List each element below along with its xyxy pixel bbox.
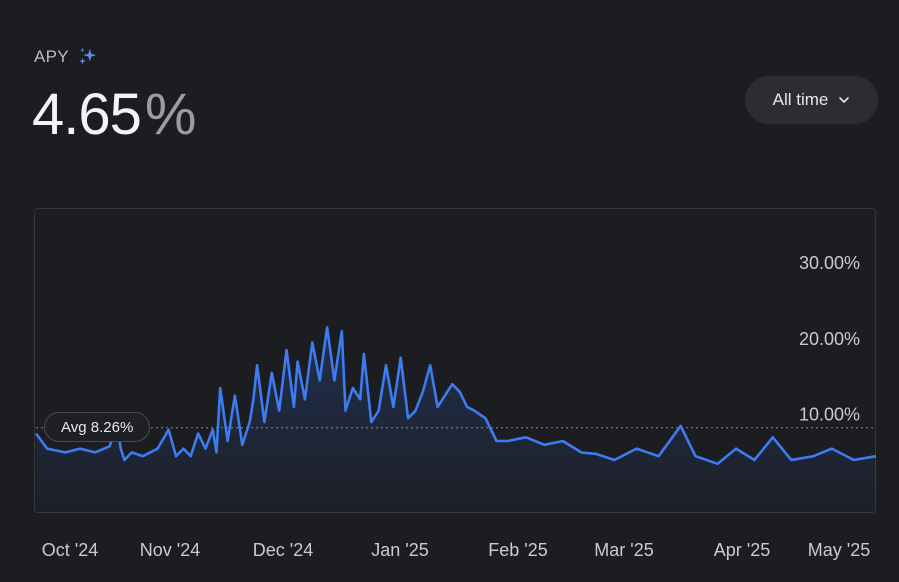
x-tick-label: Nov '24 — [140, 540, 200, 560]
time-range-dropdown[interactable]: All time — [745, 76, 878, 124]
y-tick-label: 30.00% — [799, 253, 860, 273]
apy-header: APY — [34, 46, 99, 68]
average-pill: Avg 8.26% — [44, 412, 151, 442]
apy-label: APY — [34, 47, 69, 66]
time-range-label: All time — [772, 90, 829, 109]
apy-area — [36, 327, 876, 513]
y-tick-label: 10.00% — [799, 405, 860, 425]
x-tick-label: Apr '25 — [714, 540, 770, 560]
average-label: Avg 8.26% — [61, 418, 134, 436]
chevron-down-icon — [839, 97, 850, 103]
apy-line — [34, 326, 877, 466]
y-tick-label: 20.00% — [799, 329, 860, 349]
apy-unit: % — [144, 82, 197, 147]
x-tick-label: Jan '25 — [371, 540, 428, 560]
apy-value: 4.65 — [32, 82, 142, 147]
x-tick-label: May '25 — [808, 540, 870, 560]
sparkle-icon — [79, 47, 97, 65]
x-tick-label: Oct '24 — [42, 540, 98, 560]
x-tick-label: Feb '25 — [488, 540, 547, 560]
x-tick-label: Dec '24 — [253, 540, 313, 560]
apy-value-display: 4.65% — [32, 86, 196, 144]
x-tick-label: Mar '25 — [594, 540, 653, 560]
